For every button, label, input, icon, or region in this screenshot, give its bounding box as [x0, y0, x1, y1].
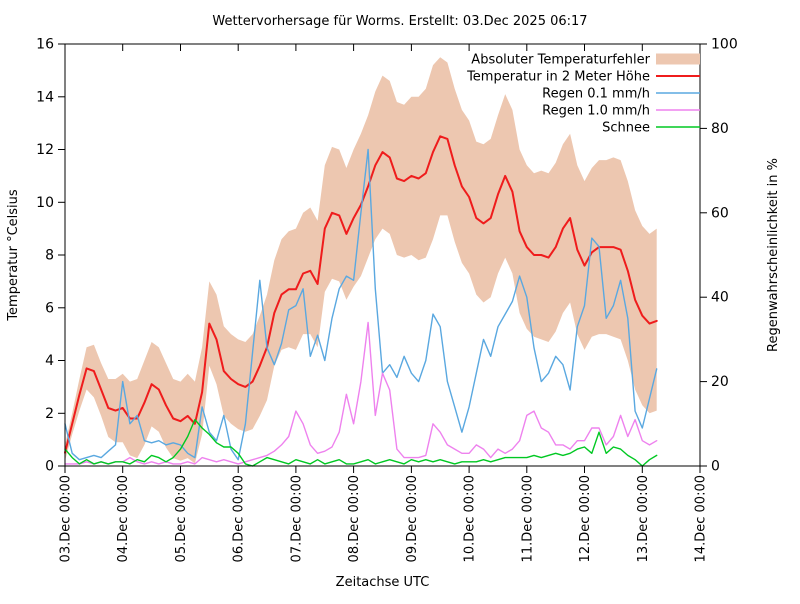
x-axis-title: Zeitachse UTC [336, 575, 430, 590]
x-tick-label: 05.Dec 00:00 [174, 475, 189, 562]
y-right-axis-title: Regenwahrscheinlichkeit in % [766, 158, 781, 352]
y-left-tick-label: 14 [36, 89, 54, 105]
x-tick-label: 12.Dec 00:00 [578, 475, 593, 562]
legend-band-swatch [656, 53, 700, 65]
y-right-tick-label: 40 [711, 290, 729, 306]
y-left-axis-title: Temperatur °Celsius [6, 189, 21, 322]
y-right-tick-label: 100 [711, 37, 738, 53]
x-tick-label: 04.Dec 00:00 [116, 475, 131, 562]
y-left-tick-label: 16 [36, 37, 54, 53]
error-band-area [65, 57, 657, 464]
y-left-tick-label: 12 [36, 142, 54, 158]
y-left-tick-label: 0 [45, 459, 54, 475]
legend-label: Regen 0.1 mm/h [542, 87, 650, 102]
legend: Absoluter Temperaturfehler Temperatur in … [466, 53, 700, 136]
rain-01mm-line [64, 148, 658, 461]
x-tick-label: 07.Dec 00:00 [289, 475, 304, 562]
x-tick-label: 10.Dec 00:00 [463, 475, 478, 562]
x-tick-label: 06.Dec 00:00 [232, 475, 247, 562]
y-left-tick-label: 6 [45, 300, 54, 316]
y-left-tick-label: 4 [45, 353, 54, 369]
x-tick-label: 09.Dec 00:00 [405, 475, 420, 562]
legend-label: Temperatur in 2 Meter Höhe [466, 70, 650, 85]
x-tick-label: 13.Dec 00:00 [636, 475, 651, 562]
snow-line [64, 418, 658, 467]
y-left-tick-label: 10 [36, 195, 54, 211]
x-tick-label: 14.Dec 00:00 [694, 475, 709, 562]
y-left-tick-label: 8 [45, 248, 54, 264]
y-right-tick-label: 0 [711, 459, 720, 475]
x-tick-label: 03.Dec 00:00 [59, 475, 74, 562]
y-right-tick-label: 20 [711, 374, 729, 390]
rain-10mm-line [64, 321, 658, 465]
chart-title: Wettervorhersage für Worms. Erstellt: 03… [212, 14, 587, 29]
y-right-tick-label: 60 [711, 205, 729, 221]
legend-label: Schnee [602, 121, 650, 136]
x-tick-label: 11.Dec 00:00 [520, 475, 535, 562]
y-right-tick-label: 80 [711, 121, 729, 137]
legend-label: Regen 1.0 mm/h [542, 104, 650, 119]
temperature-line [64, 135, 658, 454]
legend-label: Absoluter Temperaturfehler [471, 53, 650, 68]
x-tick-label: 08.Dec 00:00 [347, 475, 362, 562]
y-left-tick-label: 2 [45, 406, 54, 422]
